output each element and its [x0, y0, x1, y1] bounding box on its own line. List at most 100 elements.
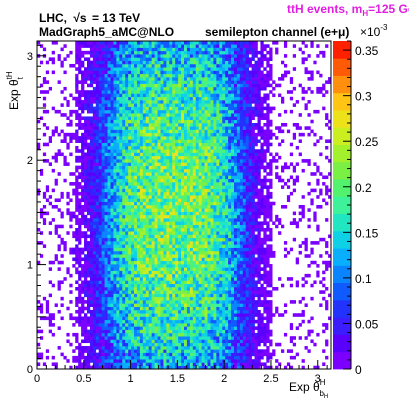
heatmap-cell — [213, 145, 217, 150]
heatmap-cell — [175, 155, 179, 160]
heatmap-cell — [101, 346, 105, 350]
heatmap-cell — [189, 73, 194, 78]
heatmap-cell — [89, 247, 94, 252]
heatmap-cell — [204, 188, 208, 193]
heatmap-cell — [128, 145, 132, 150]
heatmap-cell — [92, 352, 97, 357]
heatmap-cell — [119, 362, 123, 367]
heatmap-cell — [154, 319, 158, 324]
heatmap-cell — [148, 77, 152, 81]
heatmap-cell — [116, 214, 120, 219]
heatmap-cell — [95, 63, 100, 68]
heatmap-cell — [157, 241, 161, 245]
heatmap-cell — [72, 188, 76, 193]
heatmap-cell — [78, 44, 82, 48]
heatmap-cell — [89, 90, 94, 94]
heatmap-cell — [95, 293, 100, 298]
heatmap-cell — [78, 119, 82, 124]
heatmap-cell — [95, 234, 100, 239]
heatmap-cell — [154, 359, 158, 363]
heatmap-cell — [207, 244, 211, 248]
heatmap-cell — [89, 83, 94, 88]
heatmap-cell — [128, 142, 132, 147]
heatmap-cell — [163, 346, 167, 350]
heatmap-cell — [101, 47, 105, 52]
heatmap-cell — [57, 208, 61, 212]
heatmap-cell — [60, 280, 64, 285]
heatmap-cell — [195, 293, 199, 298]
heatmap-cell — [110, 145, 114, 150]
heatmap-cell — [89, 162, 94, 166]
heatmap-cell — [166, 145, 170, 150]
heatmap-cell — [169, 211, 173, 216]
heatmap-cell — [104, 339, 108, 344]
heatmap-cell — [116, 329, 120, 334]
heatmap-cell — [178, 365, 182, 370]
heatmap-cell — [119, 355, 123, 360]
heatmap-cell — [145, 50, 150, 55]
heatmap-cell — [189, 205, 194, 209]
heatmap-cell — [175, 96, 179, 101]
heatmap-cell — [142, 329, 147, 334]
heatmap-cell — [101, 168, 105, 173]
heatmap-cell — [189, 313, 194, 317]
heatmap-cell — [139, 57, 144, 61]
heatmap-cell — [181, 234, 185, 239]
heatmap-cell — [154, 47, 158, 52]
heatmap-cell — [195, 80, 199, 84]
heatmap-cell — [134, 359, 138, 363]
heatmap-cell — [172, 195, 176, 199]
heatmap-cell — [95, 359, 100, 363]
heatmap-cell — [148, 93, 152, 98]
heatmap-cell — [189, 224, 194, 229]
heatmap-cell — [101, 260, 105, 265]
heatmap-cell — [189, 237, 194, 242]
heatmap-cell — [184, 198, 188, 203]
heatmap-cell — [95, 86, 100, 91]
heatmap-cell — [198, 182, 202, 186]
heatmap-cell — [148, 237, 152, 242]
heatmap-cell — [104, 244, 108, 248]
heatmap-cell — [139, 267, 144, 271]
heatmap-cell — [181, 208, 185, 212]
heatmap-cell — [157, 309, 161, 314]
heatmap-cell — [131, 198, 135, 203]
heatmap-cell — [181, 280, 185, 285]
heatmap-cell — [192, 106, 197, 111]
heatmap-cell — [78, 50, 82, 55]
heatmap-cell — [169, 139, 173, 143]
heatmap-cell — [139, 100, 144, 104]
heatmap-cell — [181, 303, 185, 307]
heatmap-cell — [145, 136, 150, 140]
heatmap-cell — [207, 113, 211, 117]
heatmap-cell — [142, 185, 147, 189]
heatmap-cell — [116, 316, 120, 321]
heatmap-cell — [98, 165, 102, 170]
heatmap-cell — [125, 185, 129, 189]
heatmap-cell — [104, 257, 108, 262]
heatmap-cell — [189, 270, 194, 275]
heatmap-cell — [198, 113, 202, 117]
heatmap-cell — [204, 126, 208, 130]
heatmap-cell — [157, 129, 161, 134]
heatmap-cell — [198, 123, 202, 127]
heatmap-cell — [166, 283, 170, 288]
heatmap-cell — [201, 47, 205, 52]
heatmap-cell — [104, 172, 108, 176]
heatmap-cell — [195, 142, 199, 147]
heatmap-cell — [54, 178, 58, 183]
heatmap-cell — [95, 339, 100, 344]
heatmap-cell — [104, 119, 108, 124]
heatmap-cell — [181, 73, 185, 78]
heatmap-cell — [75, 44, 79, 48]
heatmap-cell — [134, 336, 138, 340]
heatmap-cell — [131, 191, 135, 196]
heatmap-cell — [195, 149, 199, 153]
heatmap-cell — [157, 60, 161, 65]
heatmap-cell — [151, 293, 155, 298]
heatmap-cell — [169, 123, 173, 127]
heatmap-cell — [92, 270, 97, 275]
heatmap-cell — [92, 145, 97, 150]
heatmap-cell — [198, 237, 202, 242]
heatmap-cell — [81, 80, 85, 84]
